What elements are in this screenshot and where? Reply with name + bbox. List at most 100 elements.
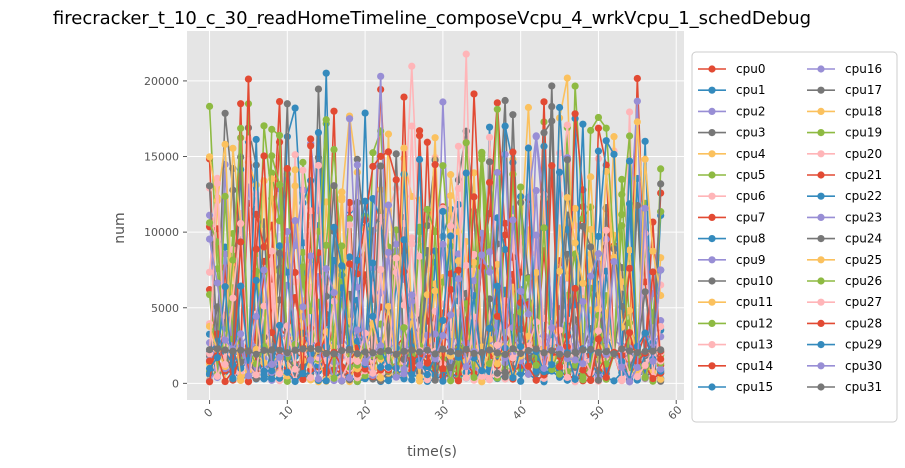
data-point <box>532 376 540 384</box>
data-point <box>602 226 610 234</box>
data-point <box>260 346 268 354</box>
data-point <box>454 266 463 274</box>
legend-label: cpu16 <box>845 62 882 76</box>
data-point <box>517 183 525 191</box>
data-point <box>501 96 509 105</box>
data-point <box>353 350 361 358</box>
data-point <box>633 118 641 126</box>
data-point <box>205 268 214 276</box>
data-point <box>330 107 338 115</box>
data-point <box>641 204 649 212</box>
data-point <box>322 116 330 124</box>
data-point <box>229 347 237 355</box>
data-point <box>268 360 276 369</box>
data-point <box>369 259 377 267</box>
legend-label: cpu4 <box>736 147 765 161</box>
data-point <box>555 345 564 353</box>
data-point <box>345 115 354 123</box>
data-point <box>299 375 307 384</box>
data-point <box>268 375 276 383</box>
data-point <box>594 113 603 122</box>
data-point <box>330 223 338 231</box>
legend-marker <box>708 129 716 137</box>
data-point <box>454 349 463 358</box>
data-point <box>509 111 517 119</box>
x-tick-label: 50 <box>588 403 607 422</box>
data-point <box>610 257 618 266</box>
data-point <box>618 222 626 230</box>
data-point <box>408 234 416 242</box>
y-tick-label: 15000 <box>144 151 179 164</box>
legend-label: cpu29 <box>845 338 882 352</box>
data-point <box>283 368 291 376</box>
data-point <box>478 251 486 259</box>
data-point <box>291 217 299 225</box>
data-point <box>618 210 626 219</box>
data-point <box>540 129 548 137</box>
data-point <box>322 69 330 77</box>
data-point <box>602 348 610 356</box>
legend-label: cpu9 <box>736 253 765 267</box>
data-point <box>571 239 579 247</box>
data-point <box>439 377 447 385</box>
data-point <box>275 370 284 378</box>
data-point <box>314 345 323 353</box>
data-point <box>517 343 525 351</box>
data-point <box>345 215 354 223</box>
data-point <box>563 121 571 129</box>
data-point <box>283 349 291 357</box>
data-point <box>509 216 517 224</box>
data-point <box>205 290 214 299</box>
data-point <box>299 345 307 353</box>
data-point <box>244 372 253 380</box>
data-point <box>470 90 478 98</box>
legend-marker <box>817 171 825 179</box>
data-point <box>641 373 649 382</box>
data-point <box>470 349 478 358</box>
data-point <box>229 256 237 264</box>
data-point <box>618 377 626 385</box>
legend-item: cpu16 <box>807 62 882 76</box>
data-point <box>384 201 393 209</box>
data-point <box>657 375 665 383</box>
data-point <box>299 158 307 166</box>
data-point <box>454 377 463 385</box>
data-point <box>478 229 486 237</box>
legend-label: cpu2 <box>736 104 765 118</box>
data-point <box>563 156 571 164</box>
data-point <box>252 161 260 169</box>
data-point <box>400 144 408 152</box>
data-point <box>338 262 346 270</box>
legend-marker <box>708 319 716 327</box>
data-point <box>493 282 501 290</box>
data-point <box>633 349 641 357</box>
legend-item: cpu17 <box>807 83 882 97</box>
data-point <box>610 133 618 141</box>
legend-label: cpu11 <box>736 295 773 309</box>
data-point <box>493 168 501 177</box>
legend-item: cpu9 <box>698 253 765 267</box>
data-point <box>205 364 214 373</box>
data-point <box>384 376 393 385</box>
data-point <box>252 312 260 321</box>
data-point <box>244 377 253 385</box>
data-point <box>252 276 260 285</box>
data-point <box>649 347 657 355</box>
data-point <box>213 174 221 182</box>
legend-label: cpu23 <box>845 210 882 224</box>
legend-marker <box>817 129 825 137</box>
data-point <box>408 240 416 248</box>
data-point <box>252 245 260 253</box>
legend-marker <box>817 235 825 243</box>
data-point <box>205 235 214 243</box>
data-point <box>571 375 579 383</box>
legend-label: cpu24 <box>845 232 882 246</box>
data-point <box>275 321 284 330</box>
legend-item: cpu5 <box>698 168 765 182</box>
data-point <box>447 171 455 179</box>
data-point <box>485 376 494 384</box>
data-point <box>540 364 548 372</box>
data-point <box>307 374 315 382</box>
data-point <box>462 363 470 371</box>
data-point <box>555 363 564 371</box>
